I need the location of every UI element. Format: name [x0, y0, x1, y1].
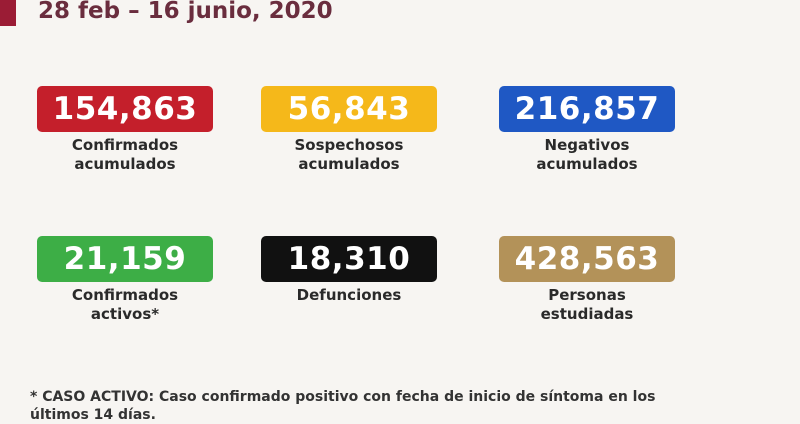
stat-label: Sospechosos acumulados [294, 136, 404, 173]
stat-label: Confirmados activos* [71, 286, 179, 323]
stat-value: 216,857 [499, 86, 675, 132]
stat-label: Negativos acumulados [536, 136, 638, 173]
stat-value: 18,310 [261, 236, 437, 282]
stat-confirmados-activos: 21,159 Confirmados activos* [37, 236, 213, 324]
stat-negativos-acumulados: 216,857 Negativos acumulados [499, 86, 675, 174]
stat-value: 428,563 [499, 236, 675, 282]
stat-personas-estudiadas: 428,563 Personas estudiadas [499, 236, 675, 324]
accent-bar [0, 0, 16, 26]
stat-label: Defunciones [296, 286, 402, 304]
stat-value: 154,863 [37, 86, 213, 132]
stat-value: 21,159 [37, 236, 213, 282]
date-range-title: 28 feb – 16 junio, 2020 [38, 0, 333, 24]
stat-defunciones: 18,310 Defunciones [261, 236, 437, 305]
stat-label: Personas estudiadas [540, 286, 634, 323]
stat-sospechosos-acumulados: 56,843 Sospechosos acumulados [261, 86, 437, 174]
stat-value: 56,843 [261, 86, 437, 132]
stat-confirmados-acumulados: 154,863 Confirmados acumulados [37, 86, 213, 174]
stat-label: Confirmados acumulados [71, 136, 179, 173]
